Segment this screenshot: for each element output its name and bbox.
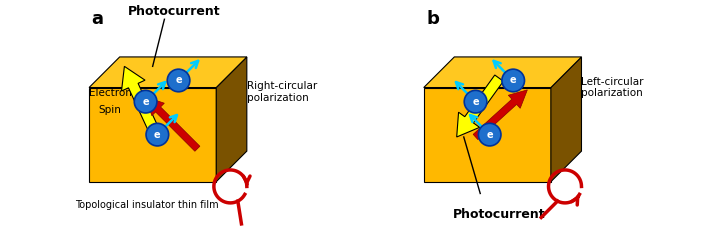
Text: e: e xyxy=(510,75,516,86)
Polygon shape xyxy=(424,87,551,182)
Circle shape xyxy=(146,123,168,146)
FancyArrow shape xyxy=(473,90,527,140)
Text: Photocurrent: Photocurrent xyxy=(453,208,545,221)
Text: e: e xyxy=(472,97,479,107)
Circle shape xyxy=(502,69,524,92)
Text: e: e xyxy=(143,97,149,107)
Circle shape xyxy=(167,69,190,92)
Polygon shape xyxy=(216,57,247,182)
Text: e: e xyxy=(486,130,493,140)
Text: e: e xyxy=(175,75,182,86)
Polygon shape xyxy=(89,87,216,182)
Text: Left-circular
polarization: Left-circular polarization xyxy=(582,77,644,98)
Circle shape xyxy=(135,90,157,113)
Polygon shape xyxy=(89,57,247,87)
Polygon shape xyxy=(551,57,582,182)
Circle shape xyxy=(464,90,487,113)
FancyArrow shape xyxy=(122,66,158,130)
FancyArrow shape xyxy=(145,97,200,151)
Text: Topological insulator thin film: Topological insulator thin film xyxy=(75,200,219,210)
Text: a: a xyxy=(91,10,104,28)
FancyArrow shape xyxy=(456,75,503,137)
Text: Spin: Spin xyxy=(99,105,122,115)
Text: Electron: Electron xyxy=(89,88,132,98)
Polygon shape xyxy=(424,57,582,87)
Text: e: e xyxy=(154,130,161,140)
Text: b: b xyxy=(426,10,439,28)
Text: Photocurrent: Photocurrent xyxy=(127,5,220,18)
Text: Right-circular
polarization: Right-circular polarization xyxy=(247,81,317,103)
Circle shape xyxy=(478,123,501,146)
